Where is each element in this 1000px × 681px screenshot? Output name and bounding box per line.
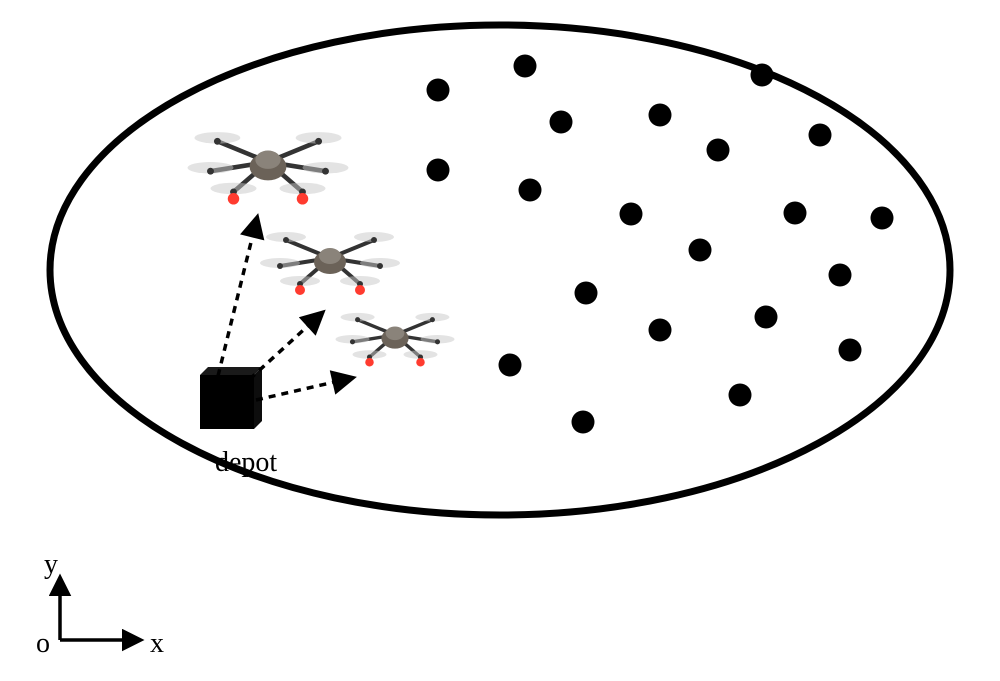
depot-icon [200, 375, 254, 429]
drone-icon-2 [336, 313, 455, 367]
target-node-7 [499, 354, 522, 377]
axis-label-y: y [44, 549, 58, 581]
dispatch-arrow-2 [256, 378, 352, 400]
target-node-8 [572, 411, 595, 434]
target-node-10 [649, 319, 672, 342]
target-node-17 [809, 124, 832, 147]
target-node-2 [427, 159, 450, 182]
target-node-13 [729, 384, 752, 407]
drone-icon-0 [188, 132, 349, 204]
target-node-3 [519, 179, 542, 202]
target-node-1 [514, 55, 537, 78]
target-node-12 [707, 139, 730, 162]
target-node-15 [751, 64, 774, 87]
diagram-svg [0, 0, 1000, 681]
target-node-16 [784, 202, 807, 225]
target-node-0 [427, 79, 450, 102]
drone-icon-1 [260, 232, 400, 295]
dispatch-arrow-1 [240, 313, 322, 388]
target-node-19 [871, 207, 894, 230]
target-node-14 [755, 306, 778, 329]
depot-top [200, 367, 262, 375]
target-node-5 [620, 203, 643, 226]
dispatch-arrow-0 [218, 218, 257, 376]
axis-label-o: o [36, 628, 50, 660]
target-node-20 [839, 339, 862, 362]
target-node-11 [689, 239, 712, 262]
target-node-18 [829, 264, 852, 287]
boundary-ellipse [50, 25, 950, 515]
figure-stage: depot o x y [0, 0, 1000, 681]
axis-label-x: x [150, 628, 164, 660]
depot-label: depot [215, 447, 277, 479]
target-node-9 [649, 104, 672, 127]
target-node-4 [550, 111, 573, 134]
target-node-6 [575, 282, 598, 305]
